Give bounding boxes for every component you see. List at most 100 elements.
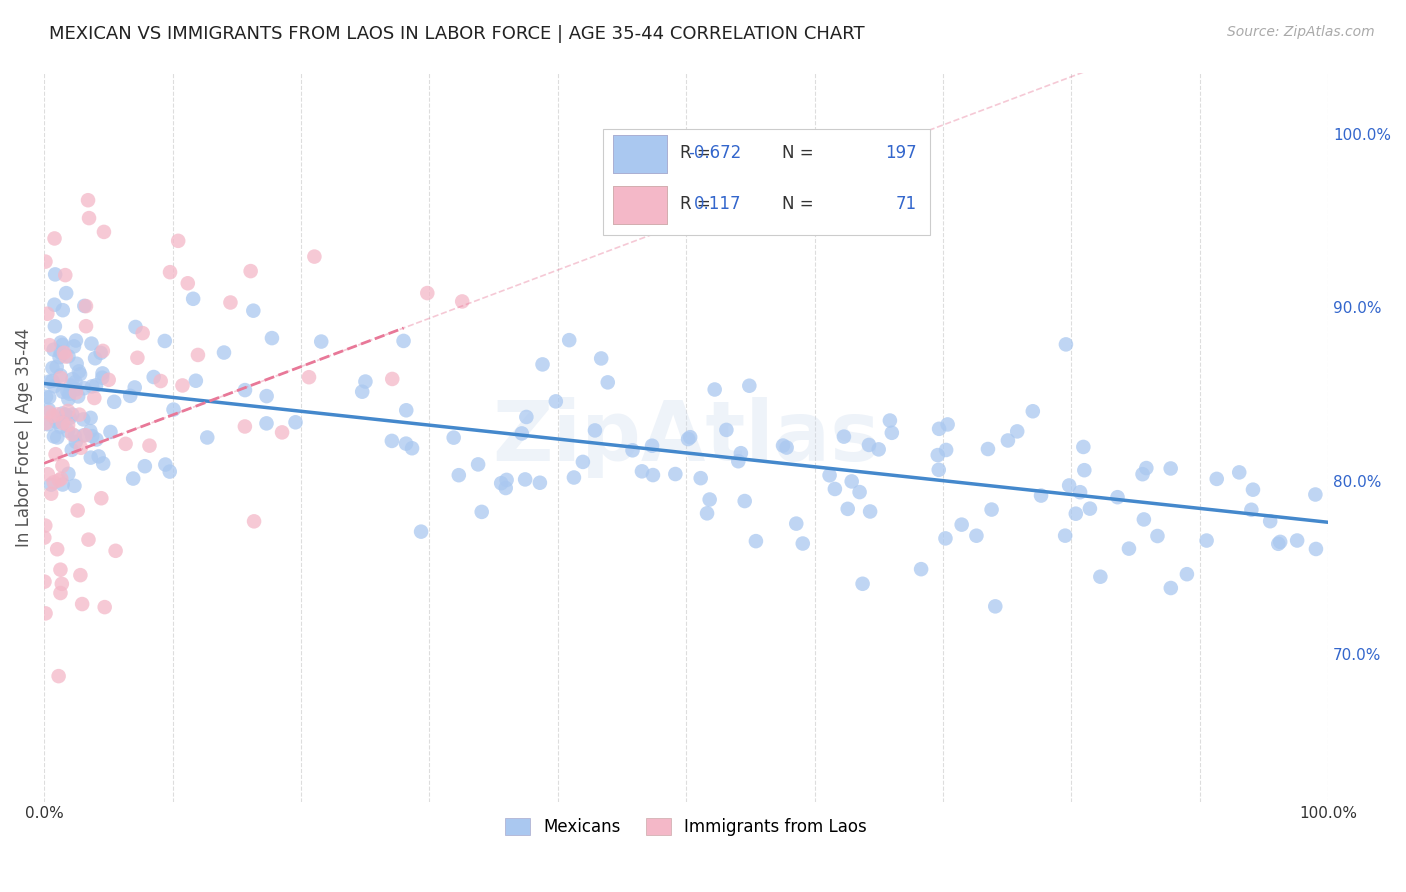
Point: [233, 383, 256, 397]
Point: [124, 380, 146, 394]
Point: [727, 454, 749, 468]
Point: [44, 298, 66, 312]
Point: [395, 403, 418, 417]
Point: [60, 408, 83, 422]
Point: [848, 485, 870, 500]
Point: [49, 420, 72, 434]
Point: [97, 373, 120, 387]
Point: [1005, 425, 1028, 439]
Point: [122, 471, 145, 485]
Point: [124, 320, 146, 334]
Point: [451, 294, 474, 309]
Point: [510, 426, 533, 441]
Point: [77, 533, 100, 547]
Point: [187, 348, 209, 362]
Point: [46, 430, 69, 444]
Text: N =: N =: [782, 195, 814, 213]
Point: [38, 391, 60, 405]
Point: [52, 303, 75, 318]
Point: [416, 286, 439, 301]
Point: [45, 415, 67, 429]
Point: [149, 374, 172, 388]
Point: [51, 472, 73, 486]
Point: [75, 428, 97, 442]
Point: [66, 357, 89, 371]
Point: [75, 319, 97, 334]
Point: [67, 364, 90, 378]
Point: [63, 339, 86, 353]
Point: [664, 467, 686, 481]
Point: [928, 422, 950, 436]
Point: [58, 467, 80, 481]
Point: [824, 482, 846, 496]
Point: [195, 430, 218, 444]
Point: [38, 338, 60, 352]
Point: [127, 351, 149, 365]
Point: [65, 434, 87, 449]
Point: [44, 379, 66, 393]
Point: [63, 479, 86, 493]
Point: [242, 303, 264, 318]
Point: [45, 447, 67, 461]
Point: [868, 442, 890, 457]
Y-axis label: In Labor Force | Age 35-44: In Labor Force | Age 35-44: [15, 327, 32, 547]
Point: [495, 481, 517, 495]
Point: [91, 370, 114, 384]
Point: [495, 473, 517, 487]
Point: [69, 368, 91, 382]
Point: [82, 429, 104, 443]
FancyBboxPatch shape: [603, 129, 931, 235]
Point: [77, 193, 100, 207]
Point: [58, 386, 80, 401]
Point: [1205, 472, 1227, 486]
Point: [745, 534, 768, 549]
Point: [562, 470, 585, 484]
Point: [56, 417, 79, 432]
Point: [114, 437, 136, 451]
Point: [56, 404, 79, 418]
Point: [52, 338, 75, 352]
Point: [51, 577, 73, 591]
Point: [544, 394, 567, 409]
Point: [997, 434, 1019, 448]
Point: [38, 405, 60, 419]
Point: [72, 412, 94, 426]
Point: [49, 563, 72, 577]
Point: [84, 351, 107, 366]
Point: [91, 343, 114, 358]
Point: [381, 434, 404, 448]
Point: [52, 477, 75, 491]
Point: [1054, 529, 1077, 543]
Point: [67, 389, 90, 403]
Point: [489, 476, 512, 491]
Point: [1069, 485, 1091, 500]
Text: 197: 197: [886, 145, 917, 162]
Point: [256, 417, 278, 431]
Point: [591, 351, 613, 366]
Point: [65, 385, 87, 400]
Point: [134, 459, 156, 474]
Point: [1073, 440, 1095, 454]
Point: [44, 319, 66, 334]
Text: 0.117: 0.117: [693, 195, 741, 213]
Point: [260, 331, 283, 345]
Point: [395, 436, 418, 450]
Point: [471, 505, 494, 519]
Point: [304, 250, 326, 264]
Point: [90, 491, 112, 506]
Point: [93, 600, 115, 615]
Point: [1135, 461, 1157, 475]
Point: [1078, 501, 1101, 516]
Point: [44, 268, 66, 282]
Point: [927, 448, 949, 462]
Point: [392, 334, 415, 348]
Point: [935, 442, 957, 457]
Point: [73, 428, 96, 442]
Point: [785, 516, 807, 531]
Point: [84, 378, 107, 392]
Point: [467, 458, 489, 472]
Point: [676, 432, 699, 446]
Point: [409, 524, 432, 539]
Point: [58, 349, 80, 363]
Point: [70, 441, 93, 455]
